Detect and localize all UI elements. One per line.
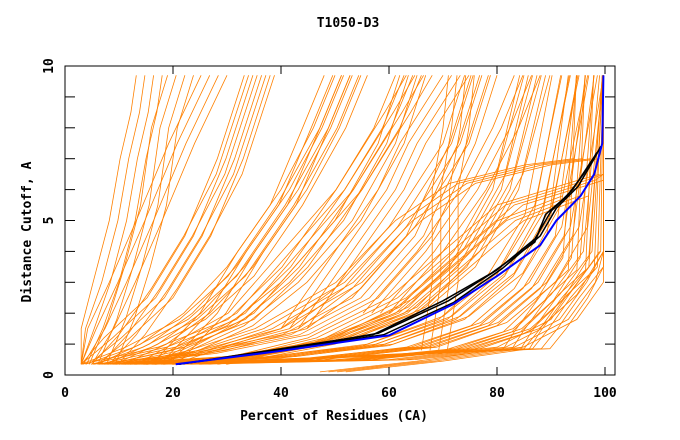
model-line <box>80 75 154 365</box>
model-line <box>125 75 577 365</box>
model-line <box>164 158 592 365</box>
model-line <box>134 75 586 365</box>
model-line <box>123 75 578 365</box>
model-line <box>93 75 472 365</box>
model-line <box>388 75 541 314</box>
model-line <box>142 75 595 365</box>
model-line <box>80 75 211 365</box>
model-line <box>97 75 177 365</box>
y-axis-label: Distance Cutoff, A <box>20 161 35 302</box>
model-line <box>136 75 396 365</box>
model-line <box>122 75 474 365</box>
model-line <box>130 75 483 365</box>
model-line <box>438 75 467 351</box>
model-line <box>151 75 603 365</box>
model-line <box>155 158 583 365</box>
x-tick-label: 20 <box>165 386 181 401</box>
model-line <box>100 75 258 365</box>
model-line <box>306 75 470 329</box>
model-line <box>371 75 524 314</box>
model-line <box>226 195 589 365</box>
model-line <box>177 75 362 365</box>
model-line <box>123 75 351 365</box>
model-line <box>162 75 422 365</box>
model-line <box>429 75 458 351</box>
model-line <box>85 75 351 365</box>
model-line <box>421 75 449 351</box>
model-line <box>362 75 515 314</box>
model-line <box>168 75 353 365</box>
model-line <box>80 75 146 365</box>
x-tick-label: 40 <box>273 386 289 401</box>
x-tick-label: 80 <box>489 386 505 401</box>
model-line <box>129 75 579 365</box>
model-line <box>86 75 163 365</box>
model-line <box>159 75 344 365</box>
x-tick-label: 60 <box>381 386 397 401</box>
model-line <box>82 75 407 365</box>
model-line <box>80 75 137 365</box>
model-line <box>88 75 168 365</box>
model-line <box>97 75 271 365</box>
highlight-blue-line <box>175 75 605 366</box>
model-line <box>337 75 595 373</box>
model-line <box>208 173 604 365</box>
model-line <box>116 75 409 365</box>
highlight-black-line <box>178 148 601 365</box>
model-line <box>225 174 604 365</box>
model-line <box>91 75 228 365</box>
model-line <box>112 75 562 365</box>
model-line <box>134 75 427 365</box>
model-line <box>328 75 586 373</box>
x-axis-label: Percent of Residues (CA) <box>240 409 428 424</box>
model-line <box>102 75 368 365</box>
model-line <box>103 75 553 365</box>
model-line <box>151 75 336 365</box>
model-line <box>88 75 262 365</box>
model-line <box>118 75 498 365</box>
model-line <box>131 75 586 365</box>
model-line <box>289 75 452 329</box>
model-line <box>106 75 186 365</box>
model-line <box>280 75 444 329</box>
model-line <box>171 75 604 365</box>
model-line <box>109 75 267 365</box>
model-line <box>81 75 342 365</box>
model-line <box>153 75 414 365</box>
model-line <box>115 75 538 365</box>
highlight-black-line <box>178 145 602 365</box>
model-line <box>198 251 604 365</box>
model-line <box>80 75 202 365</box>
y-tick-label: 10 <box>42 58 57 74</box>
model-line <box>80 75 245 365</box>
model-line <box>125 75 418 365</box>
model-line <box>297 75 461 329</box>
model-line <box>108 75 401 365</box>
model-line <box>101 75 481 365</box>
x-tick-label: 0 <box>61 386 69 401</box>
y-tick-label: 5 <box>42 217 57 225</box>
x-tick-label: 100 <box>593 386 617 401</box>
model-line <box>110 75 489 365</box>
y-tick-label: 0 <box>42 371 57 379</box>
model-line <box>380 75 532 314</box>
model-line <box>91 75 249 365</box>
model-line <box>94 75 360 365</box>
model-line <box>83 75 219 365</box>
chart-title: T1050-D3 <box>317 16 380 31</box>
model-line <box>146 158 574 365</box>
model-line <box>80 75 254 365</box>
model-line <box>144 75 405 365</box>
model-line <box>319 75 577 373</box>
model-line <box>121 75 570 365</box>
model-line <box>345 75 603 373</box>
